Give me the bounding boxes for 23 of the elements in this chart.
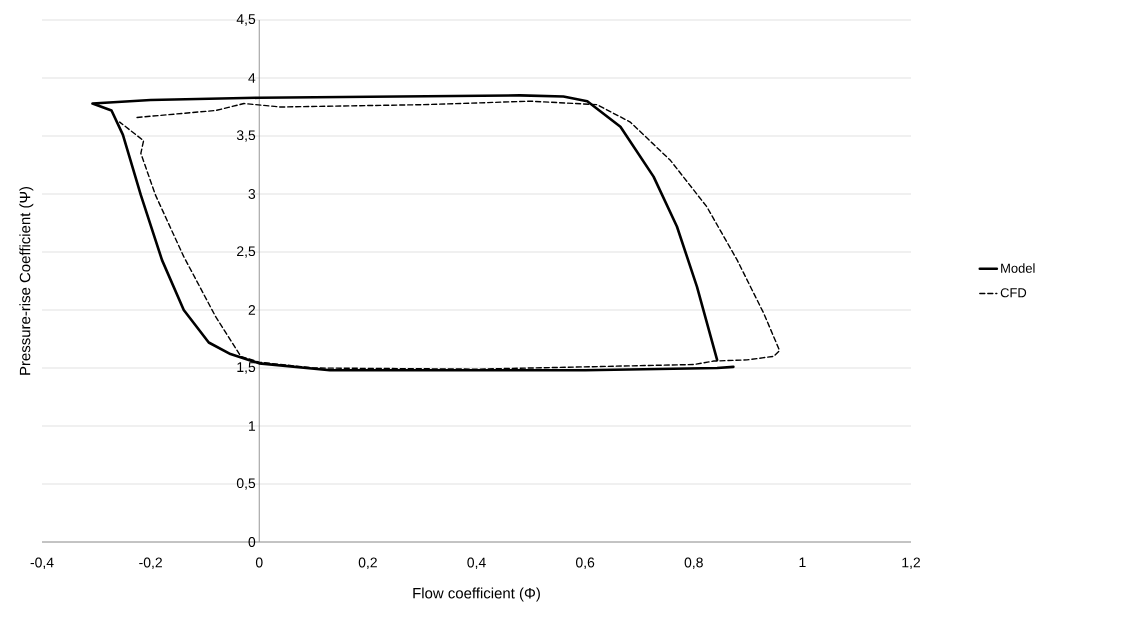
x-tick-label: 0,2: [358, 557, 377, 570]
y-tick-label: 2: [248, 305, 256, 315]
legend-label: CFD: [1000, 288, 1027, 298]
y-tick-label: 1,5: [237, 362, 256, 374]
x-tick-label: -0,4: [30, 557, 54, 570]
y-tick-label: 2,5: [237, 246, 256, 258]
x-tick-label: -0,2: [139, 557, 162, 570]
y-tick-label: 4,5: [236, 14, 256, 26]
legend-label: Model: [1001, 263, 1035, 273]
y-tick-label: 1: [249, 421, 256, 431]
x-tick-label: 0: [255, 557, 263, 568]
x-tick-label: 0,4: [467, 557, 486, 570]
x-tick-label: 0,6: [575, 557, 595, 570]
y-tick-label: 0,5: [236, 478, 256, 490]
y-tick-label: 4: [248, 73, 256, 83]
x-axis-title: Flow coefficient (Φ): [413, 587, 540, 602]
x-tick-label: 1,2: [902, 557, 921, 570]
y-tick-label: 3,5: [236, 130, 256, 142]
y-axis-title: Pressure-rise Coefficient (Ψ): [19, 187, 34, 375]
y-tick-label: 3: [248, 189, 256, 199]
x-tick-label: 1: [799, 557, 806, 568]
x-tick-label: 0,8: [684, 557, 703, 570]
y-tick-label: 0: [248, 537, 256, 547]
